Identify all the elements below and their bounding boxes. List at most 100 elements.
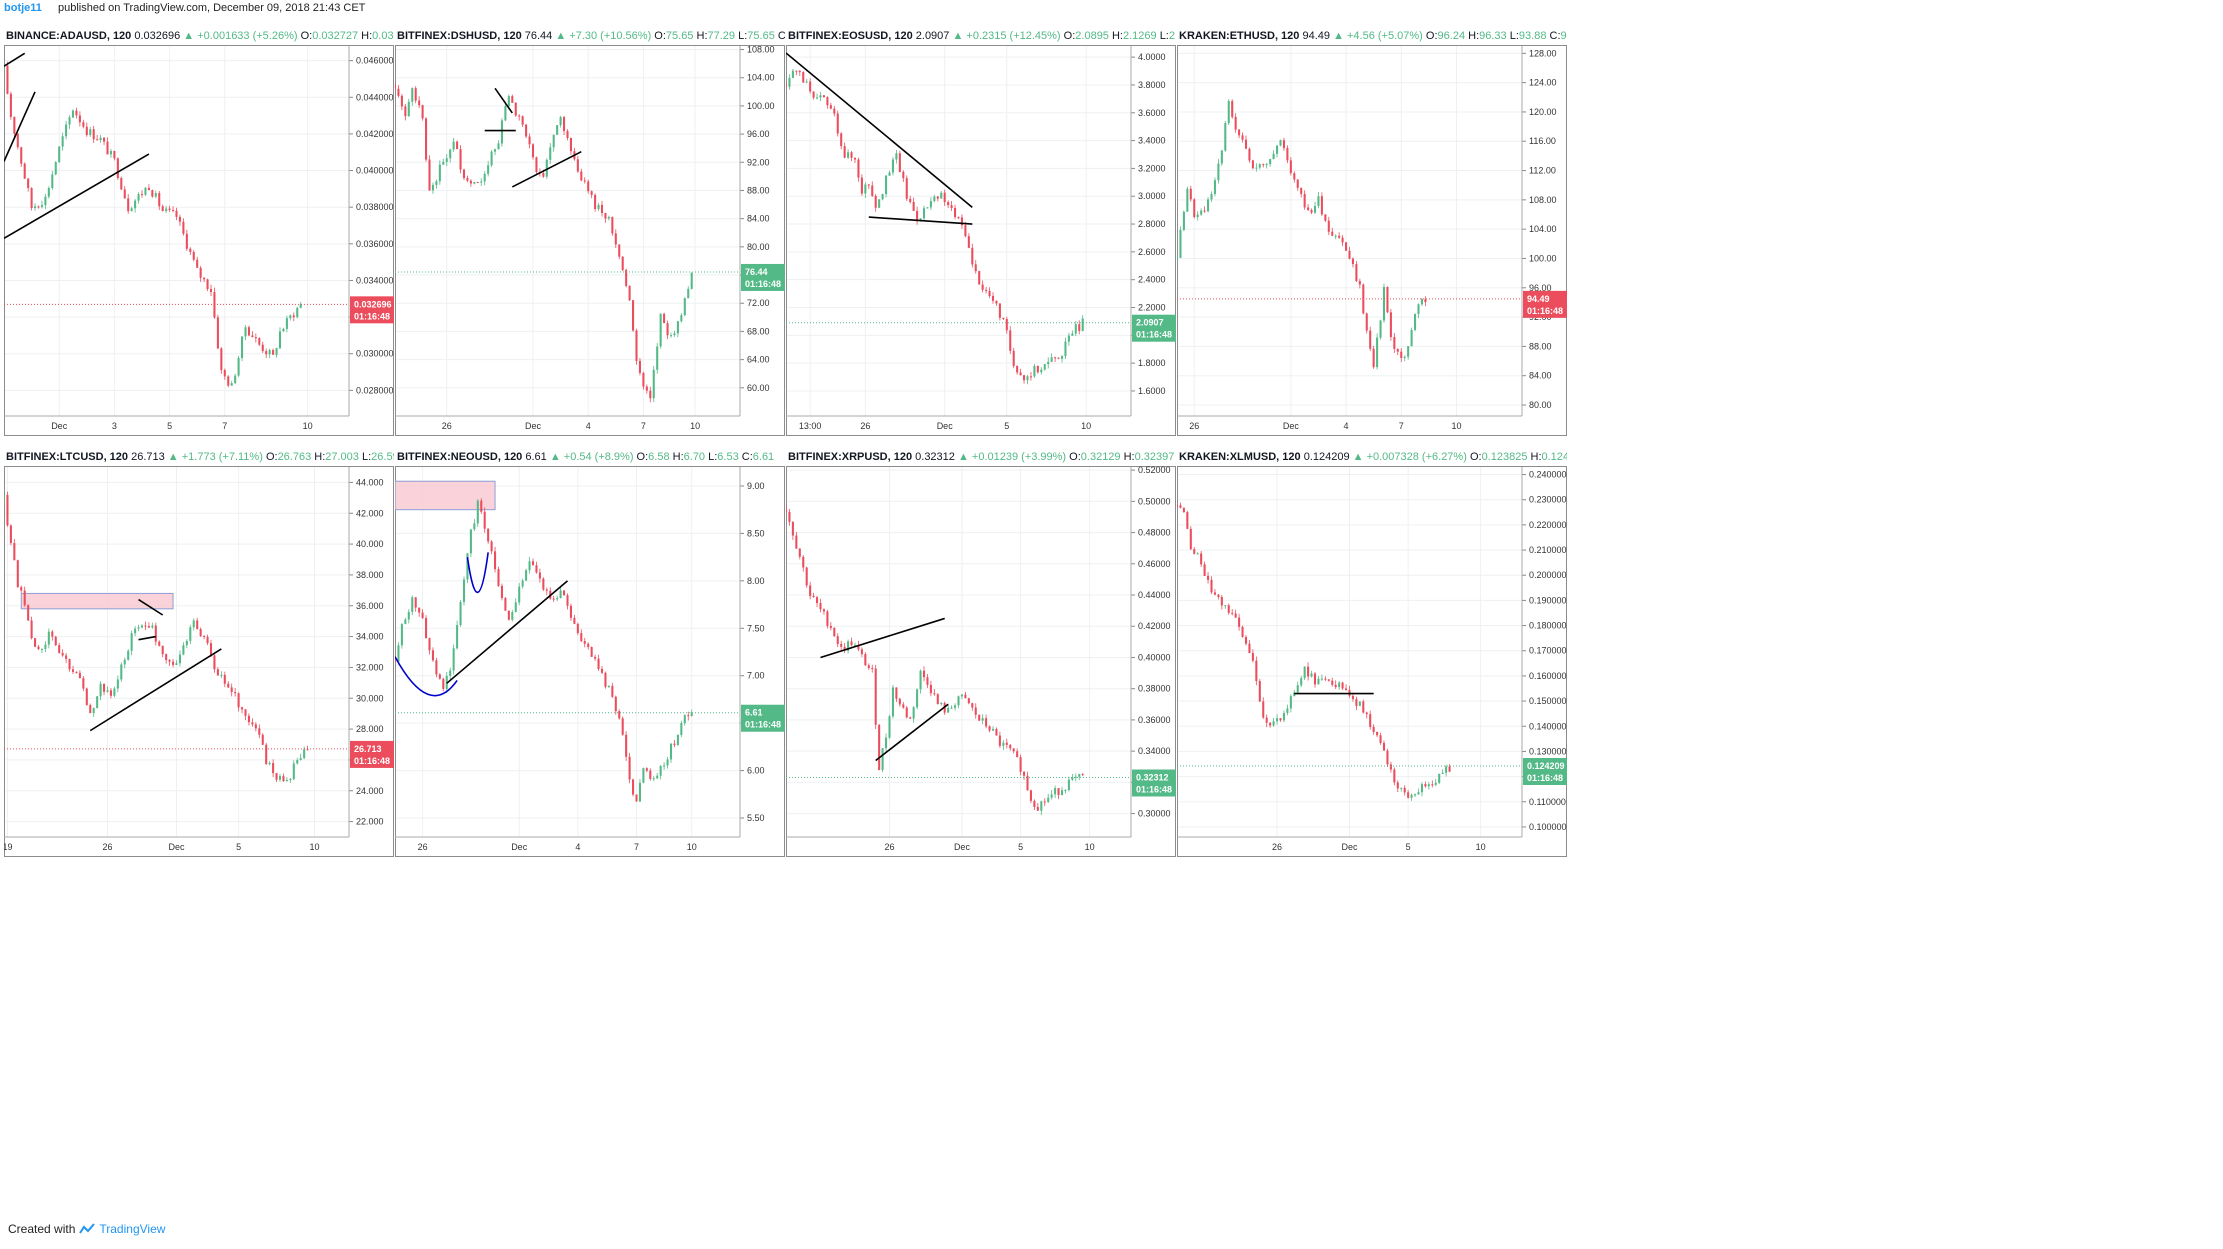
chart-svg[interactable]: BITFINEX:NEOUSD, 120 6.61 ▲ +0.54 (+8.9%… bbox=[395, 437, 785, 857]
candle bbox=[1334, 680, 1337, 689]
candle bbox=[272, 348, 275, 355]
candle bbox=[600, 200, 604, 217]
candle bbox=[1244, 135, 1248, 150]
candle bbox=[786, 80, 788, 89]
candle bbox=[1334, 234, 1337, 240]
trend-line[interactable] bbox=[511, 151, 582, 188]
xtick-label: 5 bbox=[1018, 842, 1023, 852]
candle bbox=[926, 207, 929, 209]
trend-line[interactable] bbox=[494, 87, 513, 114]
ytick-label: 36.000 bbox=[356, 601, 384, 611]
candle bbox=[1379, 319, 1382, 340]
chart-svg[interactable]: BITFINEX:EOSUSD, 120 2.0907 ▲ +0.2315 (+… bbox=[786, 16, 1176, 436]
candle bbox=[542, 577, 545, 592]
candle bbox=[1310, 670, 1313, 678]
candle bbox=[421, 609, 424, 619]
arc-drawing[interactable] bbox=[466, 552, 489, 593]
candle bbox=[71, 109, 75, 119]
trend-line[interactable] bbox=[868, 216, 973, 225]
candle bbox=[116, 157, 119, 180]
trend-line[interactable] bbox=[4, 52, 26, 67]
ytick-label: 0.40000 bbox=[1138, 652, 1171, 662]
trend-line[interactable] bbox=[875, 703, 949, 762]
candle bbox=[871, 664, 874, 673]
candle bbox=[514, 102, 517, 117]
candle bbox=[843, 142, 846, 159]
candle bbox=[559, 586, 562, 599]
footer-brand[interactable]: TradingView bbox=[99, 1222, 166, 1236]
chart-svg[interactable]: KRAKEN:ETHUSD, 120 94.49 ▲ +4.56 (+5.07%… bbox=[1177, 16, 1567, 436]
candle bbox=[933, 194, 936, 203]
candle bbox=[1410, 793, 1413, 801]
candle bbox=[1431, 780, 1434, 788]
candle bbox=[563, 590, 566, 596]
candle bbox=[795, 70, 798, 76]
trend-line[interactable] bbox=[820, 617, 945, 659]
last-price-tag-value: 2.0907 bbox=[1136, 318, 1164, 328]
candle bbox=[998, 731, 1001, 748]
xtick-label: Dec bbox=[511, 842, 528, 852]
candle bbox=[874, 664, 877, 730]
candle bbox=[898, 697, 901, 707]
candle bbox=[507, 610, 510, 621]
trend-line[interactable] bbox=[138, 635, 156, 641]
candle bbox=[967, 697, 970, 705]
chart-svg[interactable]: KRAKEN:XLMUSD, 120 0.124209 ▲ +0.007328 … bbox=[1177, 437, 1567, 857]
trend-line[interactable] bbox=[446, 580, 569, 684]
candle bbox=[1057, 357, 1060, 360]
chart-panel-xrp[interactable]: BITFINEX:XRPUSD, 120 0.32312 ▲ +0.01239 … bbox=[786, 437, 1176, 857]
trend-line[interactable] bbox=[138, 598, 164, 616]
candle bbox=[1424, 781, 1427, 788]
chart-svg[interactable]: BITFINEX:DSHUSD, 120 76.44 ▲ +7.30 (+10.… bbox=[395, 16, 785, 436]
candle bbox=[597, 654, 600, 671]
candle bbox=[120, 662, 123, 682]
candle bbox=[1358, 278, 1361, 289]
chart-panel-neo[interactable]: BITFINEX:NEOUSD, 120 6.61 ▲ +0.54 (+8.9%… bbox=[395, 437, 785, 857]
last-price: 6.61 bbox=[525, 451, 549, 463]
chart-svg[interactable]: BITFINEX:XRPUSD, 120 0.32312 ▲ +0.01239 … bbox=[786, 437, 1176, 857]
candle bbox=[1282, 137, 1285, 151]
candle bbox=[556, 595, 559, 602]
candle bbox=[435, 657, 438, 678]
candle bbox=[1193, 198, 1196, 219]
trend-line[interactable] bbox=[786, 52, 973, 208]
chart-panel-eos[interactable]: BITFINEX:EOSUSD, 120 2.0907 ▲ +0.2315 (+… bbox=[786, 16, 1176, 436]
author-link[interactable]: botje11 bbox=[4, 2, 42, 14]
chart-svg[interactable]: BITFINEX:LTCUSD, 120 26.713 ▲ +1.773 (+7… bbox=[4, 437, 394, 857]
candle bbox=[247, 325, 250, 337]
candle bbox=[165, 653, 168, 664]
trend-line[interactable] bbox=[4, 153, 150, 240]
chart-panel-eth[interactable]: KRAKEN:ETHUSD, 120 94.49 ▲ +4.56 (+5.07%… bbox=[1177, 16, 1567, 436]
trend-line[interactable] bbox=[89, 648, 222, 732]
candle bbox=[85, 122, 88, 137]
candle bbox=[1036, 802, 1039, 811]
chart-panel-dsh[interactable]: BITFINEX:DSHUSD, 120 76.44 ▲ +7.30 (+10.… bbox=[395, 16, 785, 436]
candle bbox=[154, 622, 157, 646]
candle bbox=[1067, 332, 1070, 346]
arc-drawing[interactable] bbox=[395, 656, 458, 697]
chart-panel-ada[interactable]: BINANCE:ADAUSD, 120 0.032696 ▲ +0.001633… bbox=[4, 16, 394, 436]
candle bbox=[147, 622, 150, 629]
candle bbox=[189, 624, 192, 645]
xtick-label: 3 bbox=[112, 421, 117, 431]
chart-panel-xlm[interactable]: KRAKEN:XLMUSD, 120 0.124209 ▲ +0.007328 … bbox=[1177, 437, 1567, 857]
chart-panel-ltc[interactable]: BITFINEX:LTCUSD, 120 26.713 ▲ +1.773 (+7… bbox=[4, 437, 394, 857]
candle bbox=[103, 136, 106, 146]
candle bbox=[418, 96, 421, 109]
candle bbox=[1400, 787, 1403, 792]
trend-line[interactable] bbox=[4, 91, 36, 162]
low-key: L: bbox=[738, 30, 747, 42]
high-key: H: bbox=[697, 30, 708, 42]
ytick-label: 0.42000 bbox=[1138, 621, 1171, 631]
ytick-label: 92.00 bbox=[747, 157, 770, 167]
chart-svg[interactable]: BINANCE:ADAUSD, 120 0.032696 ▲ +0.001633… bbox=[4, 16, 394, 436]
candle bbox=[99, 134, 102, 143]
candle bbox=[1269, 158, 1272, 167]
candle bbox=[216, 314, 219, 350]
candle bbox=[397, 84, 400, 98]
candle bbox=[428, 155, 431, 191]
candle bbox=[289, 778, 292, 784]
candle bbox=[569, 603, 572, 621]
ytick-label: 0.230000 bbox=[1529, 495, 1567, 505]
candle bbox=[531, 558, 535, 566]
